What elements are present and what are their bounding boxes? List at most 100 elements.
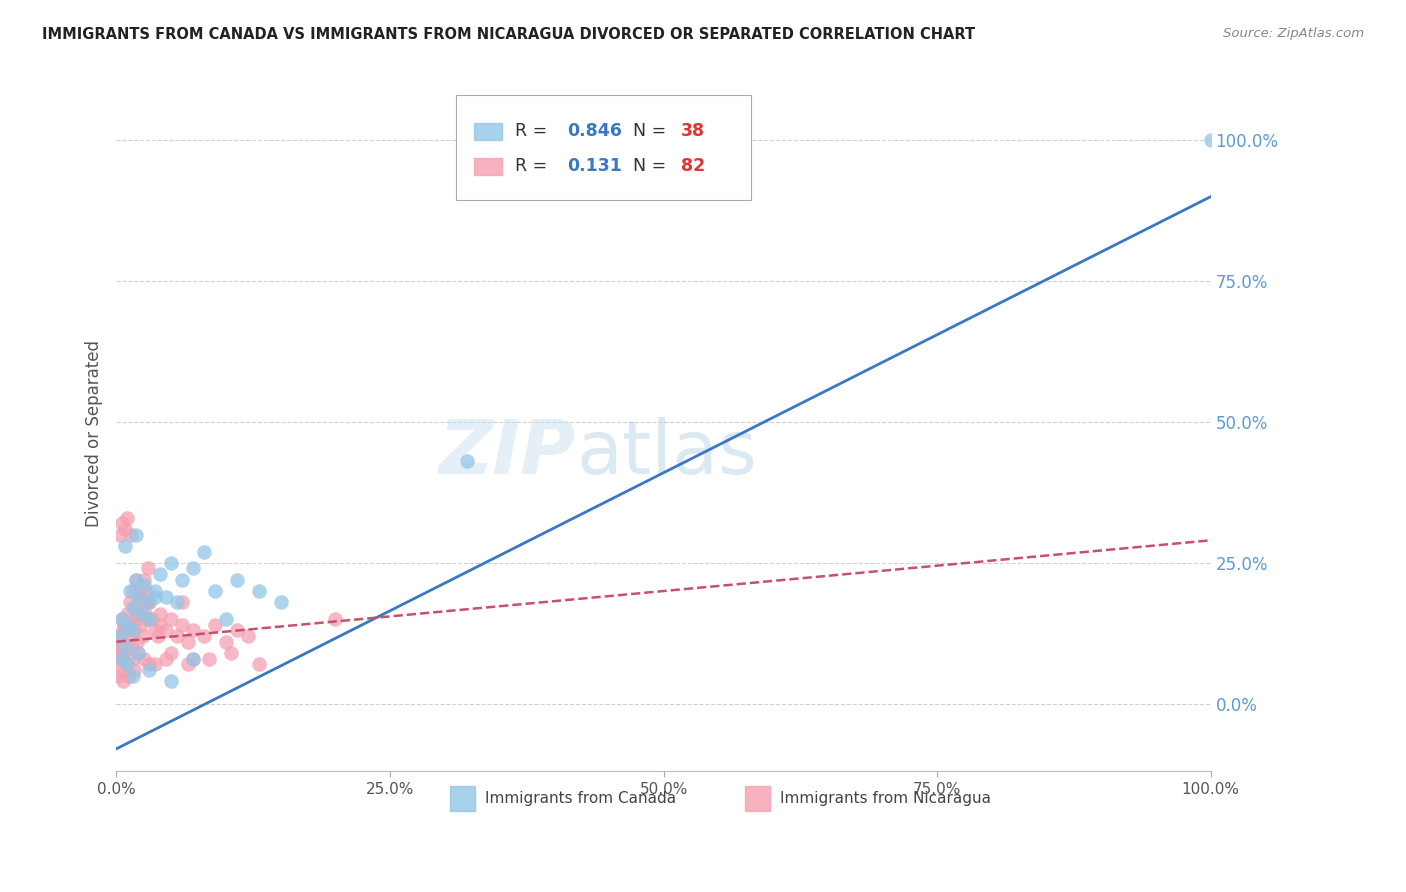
Point	[323, 612, 346, 626]
Point	[110, 638, 132, 652]
FancyBboxPatch shape	[456, 95, 751, 200]
Point	[132, 578, 155, 592]
Point	[108, 527, 131, 541]
Point	[111, 624, 134, 638]
Point	[136, 561, 159, 575]
Point	[215, 634, 238, 648]
Point	[115, 657, 138, 672]
Point	[172, 617, 194, 632]
Point	[143, 624, 166, 638]
Point	[114, 640, 136, 655]
Point	[127, 590, 149, 604]
Point	[111, 612, 134, 626]
Point	[110, 632, 132, 646]
Text: R =: R =	[515, 122, 553, 140]
Point	[221, 646, 243, 660]
Point	[456, 454, 478, 468]
Point	[122, 668, 145, 682]
Point	[118, 595, 141, 609]
Point	[160, 612, 183, 626]
Point	[215, 612, 238, 626]
Point	[181, 651, 204, 665]
Point	[117, 617, 139, 632]
Point	[121, 624, 143, 638]
Bar	[474, 158, 502, 175]
Point	[176, 634, 198, 648]
Point	[129, 617, 152, 632]
Point	[114, 624, 136, 638]
Text: Immigrants from Canada: Immigrants from Canada	[485, 791, 676, 806]
Text: 0.846: 0.846	[567, 122, 623, 140]
Point	[193, 544, 215, 558]
Point	[247, 584, 270, 599]
Point	[136, 595, 159, 609]
Point	[160, 556, 183, 570]
Text: 82: 82	[681, 157, 706, 175]
Point	[112, 634, 135, 648]
Point	[1199, 133, 1222, 147]
Text: R =: R =	[515, 157, 558, 175]
Point	[236, 629, 259, 643]
Point	[117, 607, 139, 621]
Point	[120, 617, 142, 632]
Point	[146, 629, 169, 643]
Point	[143, 657, 166, 672]
Point	[166, 595, 188, 609]
Point	[149, 617, 172, 632]
Point	[166, 629, 188, 643]
Point	[149, 567, 172, 582]
Point	[131, 595, 153, 609]
Point	[138, 595, 160, 609]
Point	[155, 590, 177, 604]
Point	[132, 629, 155, 643]
Point	[160, 674, 183, 689]
Point	[111, 651, 134, 665]
Text: Source: ZipAtlas.com: Source: ZipAtlas.com	[1223, 27, 1364, 40]
Point	[125, 573, 148, 587]
Point	[129, 584, 152, 599]
Point	[117, 510, 139, 524]
Point	[127, 646, 149, 660]
Point	[138, 595, 160, 609]
Point	[135, 584, 157, 599]
Point	[120, 527, 142, 541]
Point	[181, 624, 204, 638]
Point	[122, 601, 145, 615]
Point	[198, 651, 221, 665]
Text: N =: N =	[633, 157, 672, 175]
Point	[107, 668, 129, 682]
Point	[129, 607, 152, 621]
Point	[112, 674, 135, 689]
Point	[108, 651, 131, 665]
Text: Immigrants from Nicaragua: Immigrants from Nicaragua	[780, 791, 991, 806]
Point	[204, 584, 226, 599]
Point	[127, 646, 149, 660]
Text: IMMIGRANTS FROM CANADA VS IMMIGRANTS FROM NICARAGUA DIVORCED OR SEPARATED CORREL: IMMIGRANTS FROM CANADA VS IMMIGRANTS FRO…	[42, 27, 976, 42]
Point	[117, 668, 139, 682]
Point	[132, 651, 155, 665]
Text: ZIP: ZIP	[439, 417, 576, 490]
Point	[225, 573, 247, 587]
Point	[247, 657, 270, 672]
Point	[125, 612, 148, 626]
Text: N =: N =	[633, 122, 672, 140]
Point	[138, 663, 160, 677]
Point	[117, 657, 139, 672]
Point	[128, 590, 150, 604]
Point	[114, 539, 136, 553]
Point	[176, 657, 198, 672]
Point	[108, 629, 131, 643]
Point	[110, 646, 132, 660]
Point	[193, 629, 215, 643]
Point	[127, 607, 149, 621]
Point	[225, 624, 247, 638]
Point	[122, 663, 145, 677]
Point	[270, 595, 292, 609]
Point	[112, 646, 135, 660]
Point	[107, 640, 129, 655]
Point	[108, 634, 131, 648]
Point	[110, 663, 132, 677]
Point	[117, 629, 139, 643]
Point	[122, 651, 145, 665]
Text: 38: 38	[681, 122, 706, 140]
